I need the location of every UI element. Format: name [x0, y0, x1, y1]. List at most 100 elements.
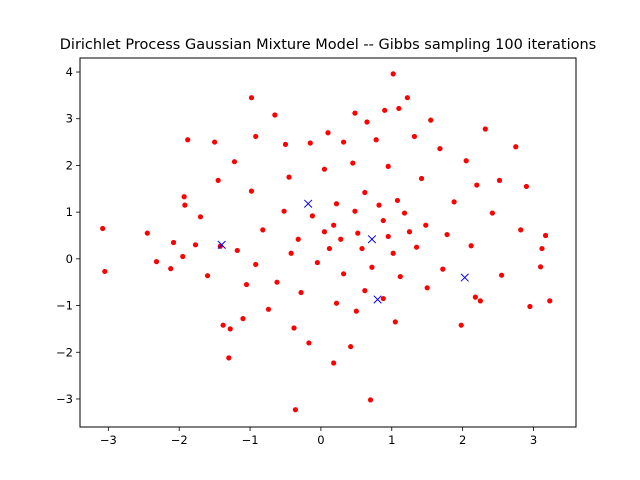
data-point — [423, 222, 429, 228]
data-point — [527, 303, 533, 310]
data-point — [182, 202, 188, 208]
data-point — [542, 232, 549, 239]
x-tick-label: −3 — [100, 433, 117, 447]
data-point — [518, 227, 524, 233]
cluster-centers — [217, 199, 469, 304]
data-point — [401, 210, 408, 216]
data-point — [547, 298, 553, 304]
data-point — [307, 140, 313, 146]
data-point — [274, 279, 280, 285]
data-point — [348, 344, 354, 350]
data-point — [215, 177, 221, 183]
data-point — [333, 300, 340, 306]
data-point — [102, 268, 108, 275]
data-point — [353, 308, 359, 314]
data-point — [260, 227, 266, 233]
data-point — [243, 281, 250, 288]
cluster-center-marker — [460, 273, 469, 282]
y-tick-label: 2 — [66, 158, 73, 172]
cluster-center-marker — [367, 235, 377, 244]
data-points — [100, 71, 553, 413]
cluster-center-marker — [304, 199, 313, 208]
data-point — [240, 316, 246, 322]
cluster-center-stroke — [304, 199, 313, 208]
data-point — [418, 175, 425, 182]
data-point — [170, 239, 177, 246]
data-point — [451, 199, 457, 205]
data-point — [496, 177, 503, 183]
data-point — [314, 259, 320, 266]
data-point — [362, 189, 368, 196]
data-point — [231, 159, 238, 165]
data-point — [376, 202, 382, 208]
data-point — [326, 245, 333, 252]
data-point — [380, 295, 386, 302]
data-point — [513, 144, 519, 150]
x-tick-label: 1 — [388, 433, 395, 447]
data-point — [204, 273, 211, 279]
data-point — [168, 266, 174, 272]
data-point — [385, 163, 391, 169]
data-point — [292, 407, 299, 413]
data-point — [477, 298, 483, 304]
data-point — [440, 266, 446, 272]
x-tick-label: −2 — [171, 433, 188, 447]
y-tick-label: 0 — [66, 252, 73, 266]
data-point — [350, 160, 356, 166]
data-point — [286, 174, 292, 180]
data-point — [321, 166, 328, 172]
data-point — [411, 133, 418, 140]
data-point — [212, 139, 218, 145]
data-point — [397, 273, 403, 280]
data-point — [392, 319, 398, 325]
data-point — [321, 229, 328, 235]
data-point — [253, 261, 259, 268]
data-point — [523, 183, 530, 190]
data-point — [197, 214, 204, 220]
data-point — [306, 340, 312, 346]
data-point — [424, 285, 430, 291]
data-point — [428, 117, 434, 123]
data-point — [474, 182, 480, 188]
cluster-center-stroke — [460, 273, 469, 282]
data-point — [359, 245, 365, 252]
data-point — [153, 259, 160, 265]
data-point — [234, 247, 240, 254]
data-point — [367, 397, 374, 403]
data-point — [406, 229, 413, 235]
data-point — [472, 294, 478, 300]
data-point — [444, 231, 450, 238]
y-tick-label: −1 — [56, 299, 73, 313]
data-point — [380, 217, 386, 224]
data-point — [468, 243, 474, 249]
data-point — [331, 360, 337, 366]
data-point — [331, 222, 337, 228]
data-point — [100, 225, 106, 232]
data-point — [291, 325, 297, 331]
data-point — [385, 233, 391, 240]
data-point — [352, 110, 358, 116]
data-point — [265, 306, 272, 312]
data-point — [355, 230, 361, 236]
data-point — [333, 201, 340, 207]
cluster-center-stroke — [217, 240, 226, 249]
data-point — [463, 158, 469, 164]
data-point — [499, 272, 505, 278]
data-point — [396, 105, 402, 112]
chart-title: Dirichlet Process Gaussian Mixture Model… — [60, 37, 597, 53]
data-point — [338, 236, 344, 242]
data-point — [185, 137, 191, 143]
data-point — [180, 253, 186, 260]
data-point — [340, 139, 347, 145]
data-point — [295, 236, 301, 242]
data-point — [437, 146, 443, 152]
plot-frame — [79, 57, 577, 428]
y-tick-label: −2 — [56, 345, 73, 359]
data-point — [390, 71, 396, 77]
data-point — [192, 242, 199, 248]
data-point — [390, 250, 396, 256]
data-point — [364, 119, 370, 125]
y-tick-label: 3 — [66, 112, 73, 126]
data-point — [144, 230, 150, 236]
data-point — [352, 208, 358, 214]
